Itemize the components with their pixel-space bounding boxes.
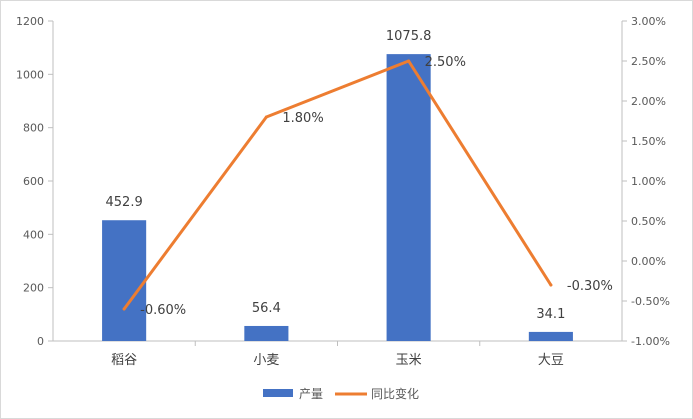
left-axis-tick-label: 200 [23,282,44,295]
line-value-label: 2.50% [425,55,466,70]
bar [528,331,573,341]
bar-value-label: 34.1 [536,307,565,322]
bar-value-label: 452.9 [106,195,143,210]
left-axis-tick-label: 400 [23,228,44,241]
right-axis-tick-label: 1.50% [631,135,666,148]
category-label: 大豆 [538,353,564,368]
category-label: 稻谷 [111,353,137,368]
line-series [122,59,553,311]
line-value-label: 1.80% [282,111,323,126]
line-value-label: -0.60% [140,303,186,318]
legend-label: 同比变化 [371,386,419,401]
category-label: 小麦 [253,353,279,368]
right-axis-tick-label: 2.00% [631,95,666,108]
line-point [264,115,268,119]
category-label: 玉米 [396,353,422,368]
bar-series [102,54,573,342]
left-axis-tick-label: 1000 [16,68,44,81]
right-axis-tick-label: 3.00% [631,15,666,28]
legend: 产量 同比变化 [263,386,419,401]
axes: 0 200 400 600 800 1000 1200 -1.00% -0.50% 0.00% 0.… [16,15,670,368]
bar-value-label: 1075.8 [386,29,432,44]
bar [386,54,431,342]
left-axis-tick-label: 0 [37,335,44,348]
right-axis-tick-label: -0.50% [631,295,670,308]
bar-value-label: 56.4 [252,301,281,316]
right-axis-tick-label: 1.00% [631,175,666,188]
right-axis-tick-label: 0.50% [631,215,666,228]
line-point [122,307,126,311]
left-axis-tick-label: 800 [23,122,44,135]
line-path [122,59,553,311]
bar [244,325,289,341]
legend-label: 产量 [299,387,323,401]
right-axis-tick-label: 2.50% [631,55,666,68]
data-labels: 452.9 56.4 1075.8 34.1 -0.60% 1.80% 2.50% -0.30… [106,29,613,322]
legend-swatch-bar [263,389,293,397]
line-value-label: -0.30% [567,279,613,294]
right-axis-tick-label: 0.00% [631,255,666,268]
left-axis-tick-label: 1200 [16,15,44,28]
line-point [549,283,553,287]
left-axis-tick-label: 600 [23,175,44,188]
bar [102,220,147,341]
line-point [407,59,411,63]
right-axis-tick-label: -1.00% [631,335,670,348]
